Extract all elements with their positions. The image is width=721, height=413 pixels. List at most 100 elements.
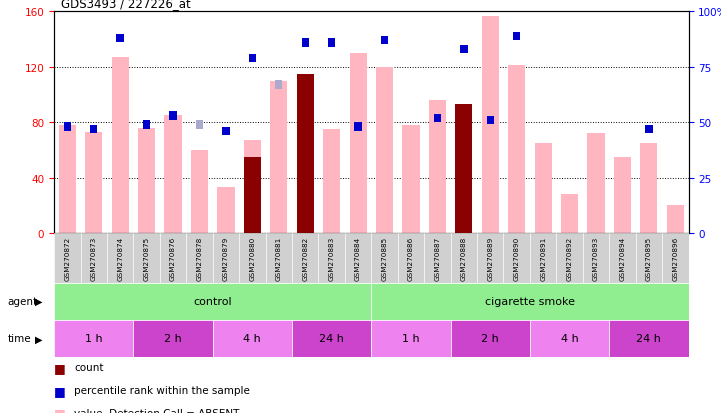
Bar <box>244 141 261 233</box>
Text: GSM270892: GSM270892 <box>567 236 572 280</box>
Bar <box>482 17 499 233</box>
Bar <box>54 233 81 283</box>
Bar <box>402 126 420 233</box>
Bar <box>508 66 526 233</box>
Text: ■: ■ <box>54 406 66 413</box>
Text: GSM270891: GSM270891 <box>540 236 546 280</box>
Bar <box>561 195 578 233</box>
Bar <box>376 68 393 233</box>
Text: GSM270890: GSM270890 <box>514 236 520 280</box>
Bar <box>350 54 367 233</box>
Bar <box>63 123 71 131</box>
Bar <box>270 81 288 233</box>
Text: GSM270873: GSM270873 <box>91 236 97 280</box>
Text: ▶: ▶ <box>35 334 42 344</box>
Bar <box>371 283 689 320</box>
Text: GSM270885: GSM270885 <box>381 236 387 280</box>
Bar <box>117 35 124 43</box>
Bar <box>90 126 97 134</box>
Text: 4 h: 4 h <box>244 334 261 344</box>
Text: ▶: ▶ <box>35 297 42 306</box>
Bar <box>530 233 557 283</box>
Text: value, Detection Call = ABSENT: value, Detection Call = ABSENT <box>74 408 239 413</box>
Text: GSM270882: GSM270882 <box>302 236 308 280</box>
Bar <box>434 114 441 123</box>
Bar <box>169 112 177 120</box>
Text: GSM270881: GSM270881 <box>276 236 282 280</box>
Bar <box>319 233 345 283</box>
Bar <box>487 116 494 125</box>
Bar <box>328 39 335 47</box>
Text: 1 h: 1 h <box>85 334 102 344</box>
Bar <box>143 121 150 129</box>
Bar <box>460 46 467 54</box>
Text: GSM270896: GSM270896 <box>673 236 678 280</box>
Bar <box>275 81 283 90</box>
Bar <box>371 320 451 357</box>
Bar <box>265 233 292 283</box>
Bar <box>424 233 451 283</box>
Bar <box>133 233 160 283</box>
Bar <box>534 144 552 233</box>
Text: ■: ■ <box>54 361 66 374</box>
Bar <box>640 144 658 233</box>
Bar <box>222 128 229 136</box>
Bar <box>451 233 477 283</box>
Bar <box>636 233 662 283</box>
Bar <box>609 320 689 357</box>
Text: GSM270879: GSM270879 <box>223 236 229 280</box>
Text: GSM270876: GSM270876 <box>170 236 176 280</box>
Text: 1 h: 1 h <box>402 334 420 344</box>
Bar <box>85 133 102 233</box>
Text: GSM270887: GSM270887 <box>435 236 441 280</box>
Text: GSM270883: GSM270883 <box>329 236 335 280</box>
Bar <box>583 233 609 283</box>
Text: GSM270886: GSM270886 <box>408 236 414 280</box>
Text: percentile rank within the sample: percentile rank within the sample <box>74 385 250 395</box>
Bar <box>429 101 446 233</box>
Text: time: time <box>7 334 31 344</box>
Bar <box>217 188 234 233</box>
Bar <box>239 233 265 283</box>
Bar <box>662 233 689 283</box>
Bar <box>54 283 371 320</box>
Bar <box>645 126 653 134</box>
Bar <box>160 233 186 283</box>
Text: GSM270880: GSM270880 <box>249 236 255 280</box>
Bar <box>292 233 319 283</box>
Bar <box>213 233 239 283</box>
Bar <box>355 123 362 131</box>
Bar <box>249 55 256 63</box>
Bar <box>557 233 583 283</box>
Bar <box>54 320 133 357</box>
Bar <box>138 128 155 233</box>
Bar <box>191 150 208 233</box>
Bar <box>164 116 182 233</box>
Bar <box>381 37 388 45</box>
Bar <box>244 157 261 233</box>
Bar <box>398 233 424 283</box>
Text: GSM270888: GSM270888 <box>461 236 466 280</box>
Bar <box>81 233 107 283</box>
Bar <box>371 233 398 283</box>
Text: 2 h: 2 h <box>482 334 499 344</box>
Bar <box>296 81 314 233</box>
Bar <box>213 320 292 357</box>
Text: GSM270874: GSM270874 <box>118 236 123 280</box>
Bar <box>455 116 472 233</box>
Bar <box>513 33 521 41</box>
Bar <box>588 134 605 233</box>
Bar <box>296 74 314 233</box>
Bar <box>133 320 213 357</box>
Bar <box>58 126 76 233</box>
Bar <box>186 233 213 283</box>
Text: GSM270875: GSM270875 <box>143 236 149 280</box>
Text: 4 h: 4 h <box>561 334 578 344</box>
Bar <box>301 39 309 47</box>
Bar <box>530 320 609 357</box>
Bar <box>292 320 371 357</box>
Bar <box>503 233 530 283</box>
Bar <box>609 233 636 283</box>
Text: 24 h: 24 h <box>637 334 661 344</box>
Text: GSM270894: GSM270894 <box>619 236 625 280</box>
